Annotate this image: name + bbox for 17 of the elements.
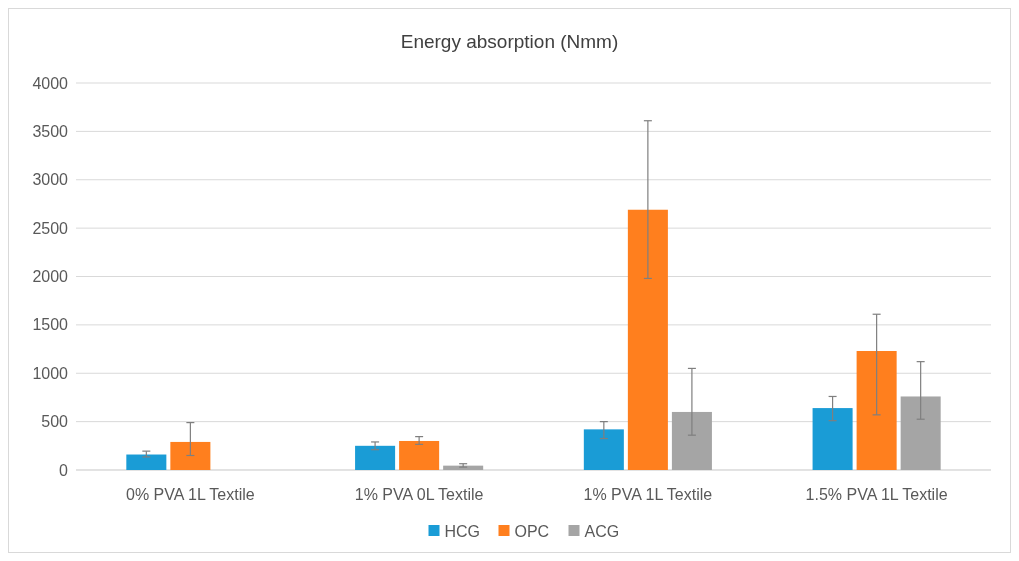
legend-label: HCG bbox=[444, 522, 481, 540]
chart-title: Energy absorption (Nmm) bbox=[400, 31, 619, 52]
legend-label: ACG bbox=[584, 522, 620, 540]
y-tick-label: 2500 bbox=[32, 219, 69, 237]
legend-label: OPC bbox=[514, 522, 550, 540]
y-tick-label: 0 bbox=[59, 461, 69, 479]
y-tick-label: 500 bbox=[41, 413, 69, 431]
y-tick-label: 1500 bbox=[32, 316, 69, 334]
x-tick-label: 1% PVA 1L Textile bbox=[583, 486, 713, 503]
x-tick-label: 1% PVA 0L Textile bbox=[354, 486, 484, 503]
y-tick-label: 4000 bbox=[32, 74, 69, 92]
x-tick-label: 0% PVA 1L Textile bbox=[126, 486, 255, 503]
y-tick-label: 3500 bbox=[32, 122, 69, 140]
y-tick-label: 3000 bbox=[32, 171, 69, 189]
x-tick-label: 1.5% PVA 1L Textile bbox=[805, 486, 948, 503]
y-tick-label: 1000 bbox=[32, 364, 69, 382]
y-tick-label: 2000 bbox=[32, 268, 69, 286]
